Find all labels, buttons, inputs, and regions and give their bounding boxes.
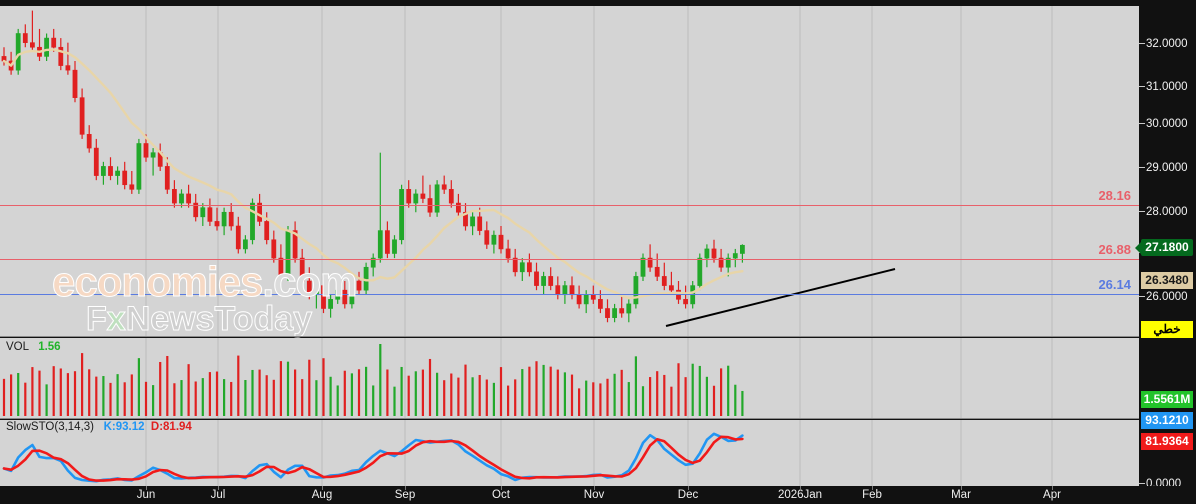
- tick-dash-icon: [1139, 167, 1145, 169]
- stochastic-svg: [2, 420, 1053, 486]
- price-axis[interactable]: 32.000031.000030.000029.000028.000027.00…: [1135, 0, 1196, 504]
- price-axis-tick-label: 32.0000: [1146, 38, 1188, 50]
- time-axis-label: Apr: [1043, 489, 1061, 501]
- time-axis-label: Dec: [677, 489, 699, 501]
- time-axis-tick: [872, 486, 873, 490]
- divider-volume-stoch: [0, 418, 1139, 419]
- time-axis-tick: [405, 486, 406, 490]
- price-axis-tick: 30.0000: [1139, 118, 1196, 131]
- price-axis-tick: 29.0000: [1139, 162, 1196, 175]
- price-axis-tick-label: 28.0000: [1146, 206, 1188, 218]
- tick-dash-icon: [1139, 123, 1145, 125]
- moving-average-badge[interactable]: 26.3480: [1141, 272, 1193, 289]
- time-axis-label: Jun: [136, 489, 156, 501]
- axis-corner: [1139, 486, 1196, 504]
- price-axis-tick: 32.0000: [1139, 38, 1196, 51]
- level-line-resistance-upper[interactable]: [0, 205, 1139, 206]
- time-axis-label: Mar: [951, 489, 971, 501]
- price-axis-tick-label: 29.0000: [1146, 162, 1188, 174]
- stochastic-pane[interactable]: [0, 420, 1139, 486]
- tick-dash-icon: [1139, 86, 1145, 88]
- stochastic-k-value: K:93.12: [103, 421, 145, 433]
- level-label-resistance-lower: 26.88: [1098, 242, 1131, 257]
- time-axis-label: Feb: [862, 489, 882, 501]
- volume-pane[interactable]: [0, 338, 1139, 418]
- level-label-support: 26.14: [1098, 277, 1131, 292]
- price-candlestick-svg: [1, 6, 1053, 336]
- time-axis-tick: [146, 486, 147, 490]
- time-axis-tick: [800, 486, 801, 490]
- volume-bars-svg: [2, 338, 1053, 418]
- time-axis-tick: [501, 486, 502, 490]
- time-axis-tick: [961, 486, 962, 490]
- volume-legend-value: 1.56: [38, 341, 61, 353]
- time-axis-label: Aug: [311, 489, 333, 501]
- time-axis-tick: [1052, 486, 1053, 490]
- tick-dash-icon: [1139, 483, 1145, 485]
- last-price-badge[interactable]: 27.1800: [1135, 239, 1193, 256]
- time-axis-tick: [218, 486, 219, 490]
- level-line-resistance-lower[interactable]: [0, 259, 1139, 260]
- price-axis-tick-label: 30.0000: [1146, 118, 1188, 130]
- time-axis-tick: [688, 486, 689, 490]
- volume-value-badge[interactable]: 1.5561M: [1141, 391, 1193, 408]
- price-axis-tick: 28.0000: [1139, 206, 1196, 219]
- price-pane[interactable]: [0, 6, 1139, 336]
- price-axis-tick-label: 26.0000: [1146, 291, 1188, 303]
- time-axis-tick: [594, 486, 595, 490]
- stochastic-k-badge[interactable]: 93.1210: [1141, 412, 1193, 429]
- price-axis-tick: 31.0000: [1139, 81, 1196, 94]
- chart-mode-badge[interactable]: خطي: [1141, 321, 1193, 338]
- time-axis-label: Oct: [492, 489, 510, 501]
- price-axis-tick-label: 31.0000: [1146, 81, 1188, 93]
- volume-legend-name: VOL: [6, 341, 29, 353]
- time-axis-tick: [322, 486, 323, 490]
- volume-legend: VOL 1.56: [6, 341, 61, 353]
- stochastic-d-value: D:81.94: [150, 421, 192, 433]
- tick-dash-icon: [1139, 211, 1145, 213]
- divider-price-volume: [0, 336, 1139, 337]
- price-axis-tick: 26.0000: [1139, 291, 1196, 304]
- time-axis-label: 2026Jan: [777, 489, 823, 501]
- stochastic-legend: SlowSTO(3,14,3) K:93.12 D:81.94: [6, 421, 192, 433]
- level-line-support[interactable]: [0, 294, 1139, 295]
- level-label-resistance-upper: 28.16: [1098, 188, 1131, 203]
- tick-dash-icon: [1139, 43, 1145, 45]
- stochastic-legend-name: SlowSTO(3,14,3): [6, 421, 94, 433]
- time-axis-label: Nov: [583, 489, 605, 501]
- tick-dash-icon: [1139, 296, 1145, 298]
- stochastic-d-badge[interactable]: 81.9364: [1141, 433, 1193, 450]
- time-axis[interactable]: Jun Jul Aug Sep Oct Nov Dec 2026Jan Feb Mar Apr: [0, 486, 1139, 504]
- time-axis-label: Jul: [210, 489, 226, 501]
- time-axis-label: Sep: [394, 489, 416, 501]
